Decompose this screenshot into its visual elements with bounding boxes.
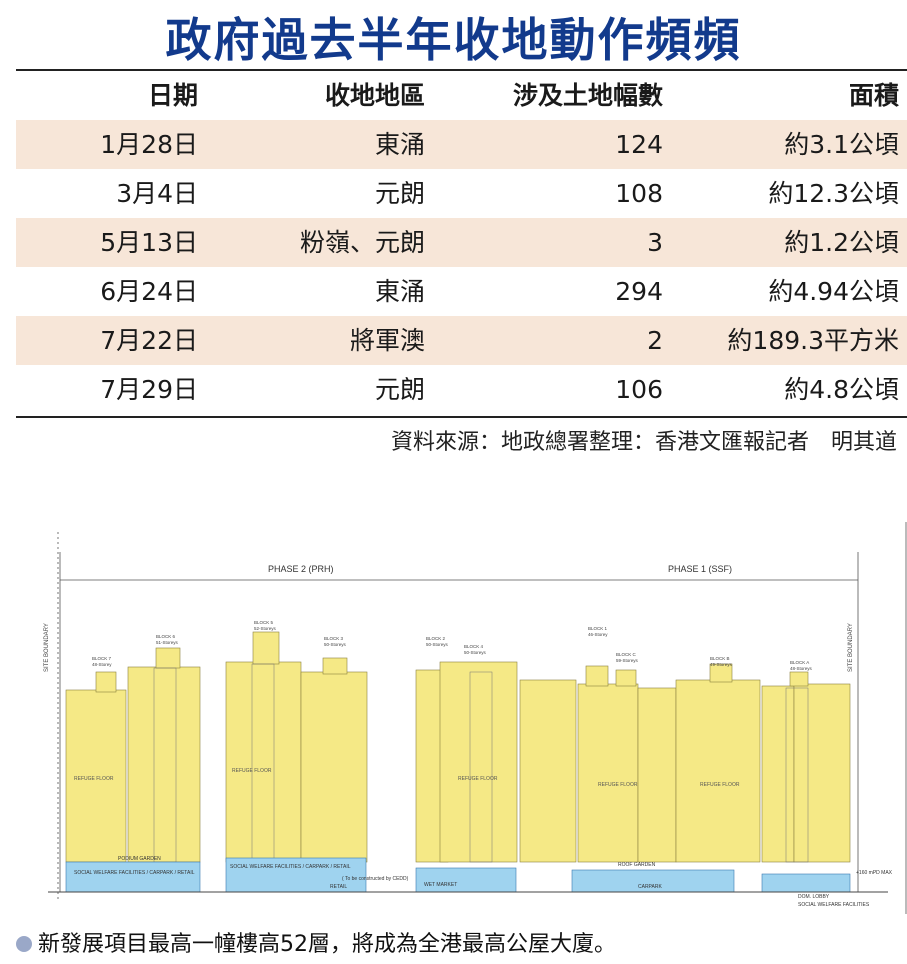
cell-lots: 106 [615, 375, 663, 404]
ceded-label: ( To be constructed by CEDD) [342, 876, 409, 882]
caption-text: 新發展項目最高一幢樓高52層，將成為全港最高公屋大廈。 [38, 932, 616, 957]
cell-lots: 2 [647, 326, 663, 355]
refuge-label: REFUGE FLOOR [232, 768, 272, 774]
block-storeys: 50-Storeys [426, 642, 449, 647]
cell-date: 7月29日 [100, 375, 198, 404]
retail-label: RETAIL [330, 884, 347, 890]
lobby-label: DOM. LOBBY [798, 894, 830, 900]
block-labels: BLOCK 7 48-Storey BLOCK 6 51-Storeys BLO… [92, 620, 813, 671]
cell-district: 將軍澳 [349, 326, 425, 355]
roof-garden-label: ROOF GARDEN [618, 862, 656, 868]
block-storeys: 48-Storey [92, 662, 112, 667]
block-label: BLOCK 6 [156, 634, 176, 639]
building-elevation-drawing: SITE BOUNDARY SITE BOUNDARY PHASE 2 (PRH… [44, 522, 907, 914]
header-area: 面積 [848, 81, 899, 110]
phase-2-label: PHASE 2 (PRH) [268, 564, 334, 574]
cell-lots: 294 [615, 277, 663, 306]
cell-district: 粉嶺、元朗 [299, 228, 425, 257]
cell-date: 7月22日 [100, 326, 198, 355]
block-storeys: 49-Storeys [710, 662, 733, 667]
cell-lots: 108 [615, 179, 663, 208]
block-storeys: 50-Storeys [324, 642, 347, 647]
refuge-floor-labels: REFUGE FLOOR REFUGE FLOOR REFUGE FLOOR R… [74, 768, 740, 788]
cell-district: 東涌 [374, 277, 425, 306]
refuge-label: REFUGE FLOOR [74, 776, 114, 782]
block-storeys: 52-Storeys [254, 626, 277, 631]
block-label: BLOCK 2 [426, 636, 446, 641]
block-label: BLOCK A [790, 660, 809, 665]
cell-date: 3月4日 [116, 179, 198, 208]
table-row: 5月13日 粉嶺、元朗 3 約1.2公頃 [16, 218, 907, 267]
block-storeys: 59-Storeys [616, 658, 639, 663]
header-lots: 涉及土地幅數 [512, 81, 663, 110]
cell-date: 5月13日 [100, 228, 198, 257]
wet-market-label: WET MARKET [424, 882, 457, 888]
cell-date: 6月24日 [100, 277, 198, 306]
cell-area: 約1.2公頃 [784, 228, 899, 257]
block-storeys: 48-Storeys [790, 666, 813, 671]
refuge-label: REFUGE FLOOR [458, 776, 498, 782]
cell-district: 元朗 [374, 179, 425, 208]
caption-bullet [16, 936, 32, 952]
cell-area: 約4.94公頃 [768, 277, 899, 306]
cell-district: 東涌 [374, 130, 425, 159]
social-label: SOCIAL WELFARE FACILITIES / CARPARK / RE… [74, 870, 195, 876]
header-district: 收地地區 [324, 81, 425, 110]
block-label: BLOCK 7 [92, 656, 112, 661]
cell-district: 元朗 [374, 375, 425, 404]
table-row: 3月4日 元朗 108 約12.3公頃 [16, 169, 907, 218]
cell-area: 約12.3公頃 [768, 179, 899, 208]
table-row: 1月28日 東涌 124 約3.1公頃 [16, 120, 907, 169]
table-header-row: 日期 收地地區 涉及土地幅數 面積 [16, 71, 907, 120]
refuge-label: REFUGE FLOOR [700, 782, 740, 788]
table-row: 6月24日 東涌 294 約4.94公頃 [16, 267, 907, 316]
social-welfare-label: SOCIAL WELFARE FACILITIES [798, 902, 870, 908]
source-credit: 資料來源：地政總署整理：香港文匯報記者 明其道 [390, 430, 897, 455]
table-top-rule [16, 69, 907, 71]
land-resumption-table: 日期 收地地區 涉及土地幅數 面積 1月28日 東涌 124 約3.1公頃 3月… [16, 71, 907, 414]
social-label: SOCIAL WELFARE FACILITIES / CARPARK / RE… [230, 864, 351, 870]
photo-caption: 新發展項目最高一幢樓高52層，將成為全港最高公屋大廈。 [16, 926, 616, 958]
block-label: BLOCK 1 [588, 626, 608, 631]
cell-area: 約189.3平方米 [727, 326, 899, 355]
cell-area: 約4.8公頃 [784, 375, 899, 404]
carpark-label: CARPARK [638, 884, 662, 890]
block-storeys: 46-Storey [588, 632, 608, 637]
block-label: BLOCK 5 [254, 620, 274, 625]
tower-group [65, 631, 851, 863]
podium-labels: PODIUM GARDEN SOCIAL WELFARE FACILITIES … [74, 856, 893, 908]
cell-lots: 124 [615, 130, 663, 159]
block-storeys: 50-Storeys [464, 650, 487, 655]
table-bottom-rule [16, 416, 907, 418]
cell-date: 1月28日 [100, 130, 198, 159]
site-boundary-right-label: SITE BOUNDARY [848, 623, 854, 672]
podium-garden-label: PODIUM GARDEN [118, 856, 161, 862]
phase-1-label: PHASE 1 (SSF) [668, 564, 732, 574]
header-date: 日期 [147, 81, 198, 110]
headline: 政府過去半年收地動作頻頻 [165, 13, 742, 67]
block-label: BLOCK 3 [324, 636, 344, 641]
table-row: 7月29日 元朗 106 約4.8公頃 [16, 365, 907, 414]
refuge-label: REFUGE FLOOR [598, 782, 638, 788]
drawing-frame [57, 522, 907, 914]
cell-lots: 3 [647, 228, 663, 257]
site-boundary-left-label: SITE BOUNDARY [44, 623, 50, 672]
block-storeys: 51-Storeys [156, 640, 179, 645]
block-label: BLOCK 4 [464, 644, 484, 649]
core-stairs [153, 663, 809, 863]
mpd-label: +160 mPD MAX [856, 870, 893, 876]
block-label: BLOCK C [616, 652, 637, 657]
table-row: 7月22日 將軍澳 2 約189.3平方米 [16, 316, 907, 365]
block-label: BLOCK B [710, 656, 730, 661]
cell-area: 約3.1公頃 [784, 130, 899, 159]
